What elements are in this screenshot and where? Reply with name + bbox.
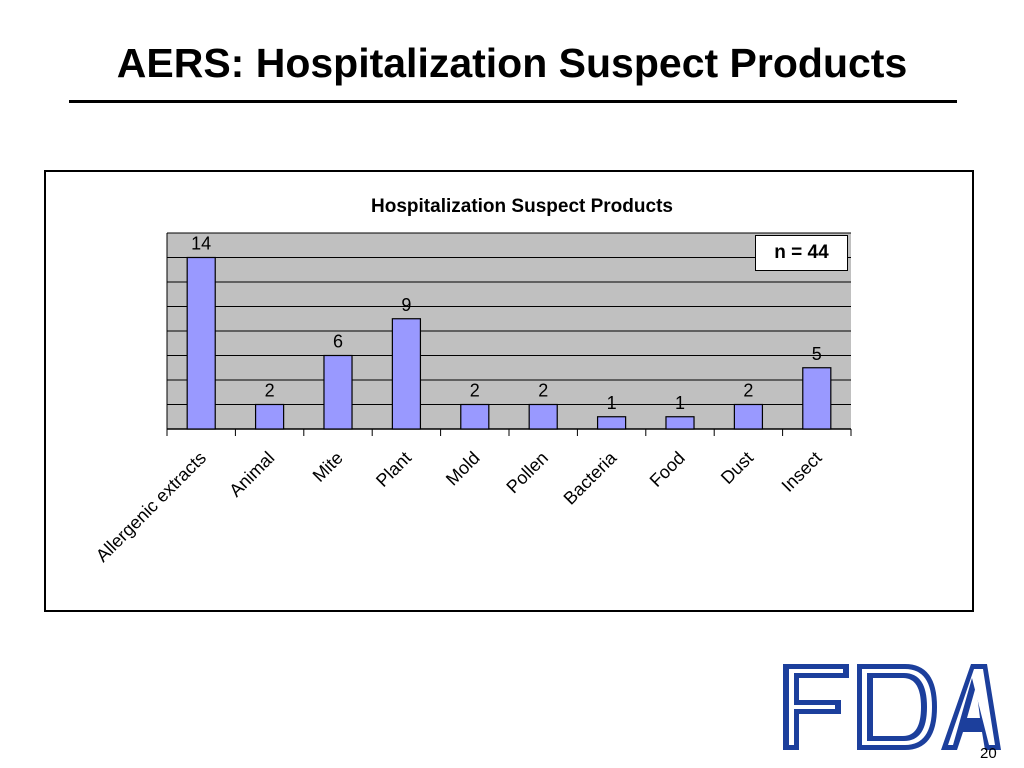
x-tick-label: Animal: [225, 448, 278, 501]
bar-dust: [733, 403, 764, 430]
x-tick-label: Mite: [309, 448, 347, 486]
bar-mite: [323, 354, 353, 430]
title-divider: [69, 100, 957, 103]
data-label: 9: [401, 295, 411, 315]
bar-insect: [802, 367, 832, 430]
bar-bacteria: [596, 416, 627, 430]
slide-title: AERS: Hospitalization Suspect Products: [116, 40, 908, 86]
fda-logo: [783, 664, 1001, 750]
x-tick-label: Mold: [442, 448, 484, 490]
x-tick-label: Plant: [372, 448, 415, 491]
x-tick-label: Pollen: [502, 448, 552, 498]
data-label: 1: [607, 393, 617, 413]
chart-title: Hospitalization Suspect Products: [371, 196, 673, 217]
data-label: 2: [265, 381, 275, 401]
x-tick-label: Bacteria: [560, 447, 622, 509]
data-label: 5: [812, 344, 822, 364]
data-label: 2: [743, 381, 753, 401]
bar-mold: [460, 403, 490, 430]
sample-size-annotation: n = 44: [755, 235, 848, 271]
bar-plant: [391, 318, 422, 430]
x-tick-label: Allergenic extracts: [92, 448, 210, 566]
bar-pollen: [528, 403, 558, 430]
data-label: 14: [191, 234, 211, 254]
bar-allergenic-extracts: [186, 256, 216, 430]
data-label: 2: [470, 381, 480, 401]
x-tick-label: Food: [646, 448, 689, 491]
page-number: 20: [980, 745, 997, 762]
x-tick-label: Dust: [717, 448, 757, 488]
data-label: 2: [538, 381, 548, 401]
data-label: 1: [675, 393, 685, 413]
bar-food: [665, 416, 695, 430]
bar-animal: [254, 403, 285, 430]
x-tick-label: Insect: [778, 448, 826, 496]
data-label: 6: [333, 332, 343, 352]
